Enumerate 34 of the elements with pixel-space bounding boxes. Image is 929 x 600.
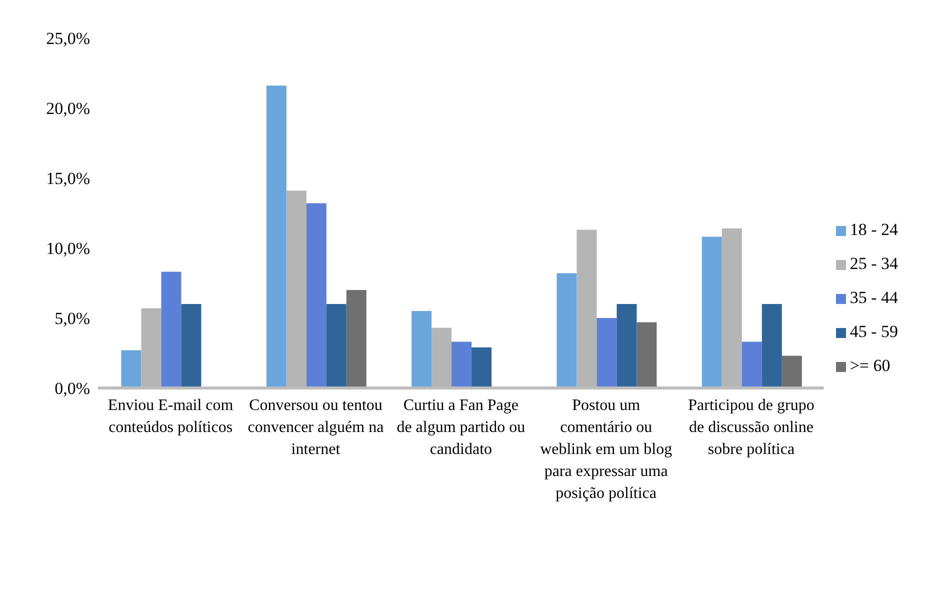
x-tick-label: Enviou E-mail com conteúdos políticos [108, 397, 234, 436]
x-tick-label: Postou um comentário ou weblink em um blog para expressar uma posição política [540, 397, 672, 502]
y-tick-label: 0,0% [54, 379, 90, 398]
y-tick-label: 5,0% [54, 309, 90, 328]
bar [616, 304, 637, 388]
y-tick-label: 15,0% [46, 169, 90, 188]
x-tick-label: Curtiu a Fan Page de algum partido ou candidato [396, 397, 526, 458]
bar [266, 86, 286, 388]
bar [636, 322, 657, 388]
legend-label: >= 60 [850, 356, 890, 375]
y-tick-label: 20,0% [46, 99, 90, 118]
bar [412, 311, 432, 388]
bar [556, 273, 577, 388]
bar [181, 304, 202, 388]
y-tick-label: 10,0% [46, 239, 90, 258]
bar [702, 236, 722, 388]
bar [472, 347, 492, 388]
bar [782, 356, 802, 388]
legend-label: 25 - 34 [850, 254, 898, 273]
legend-label: 35 - 44 [850, 288, 898, 307]
x-tick-label: Participou de grupo de discussão online sobre política [688, 397, 814, 458]
bar [742, 342, 762, 388]
bar [452, 342, 472, 388]
bar [306, 203, 326, 388]
bar [326, 304, 346, 388]
y-tick-label: 25,0% [46, 29, 90, 48]
bar [762, 304, 782, 388]
legend-label: 18 - 24 [850, 220, 898, 239]
bar [346, 290, 366, 388]
legend-label: 45 - 59 [850, 322, 898, 341]
bar [121, 350, 142, 388]
bar [596, 318, 617, 388]
x-tick-label: Conversou ou tentou convencer alguém na internet [248, 397, 384, 458]
bar [161, 272, 182, 388]
